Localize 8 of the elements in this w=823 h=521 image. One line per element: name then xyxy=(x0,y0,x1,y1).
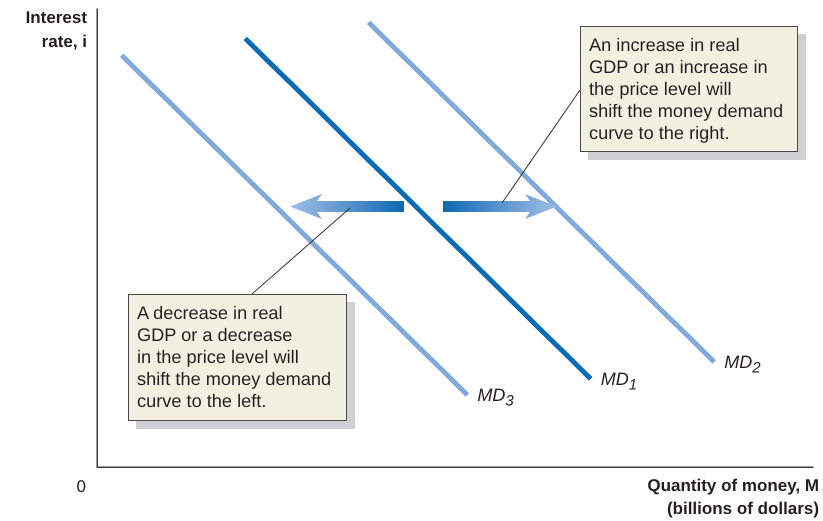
y-axis-title: Interest rate, i xyxy=(26,7,87,53)
annotation: A decrease in real GDP or a decrease in the price level will shift the money demand curve to the left. xyxy=(137,302,332,412)
x-axis-title: Quantity of money, M (billions of dollars) xyxy=(647,475,819,520)
text: 0 xyxy=(76,477,86,497)
series-label: MD$_{3}$ xyxy=(477,384,514,412)
annotation: An increase in real GDP or an increase in the price level will shift the money demand curve to the right. xyxy=(589,34,784,144)
series-label: MD$_{1}$ xyxy=(600,368,638,396)
series-label: MD$_{2}$ xyxy=(724,352,761,379)
